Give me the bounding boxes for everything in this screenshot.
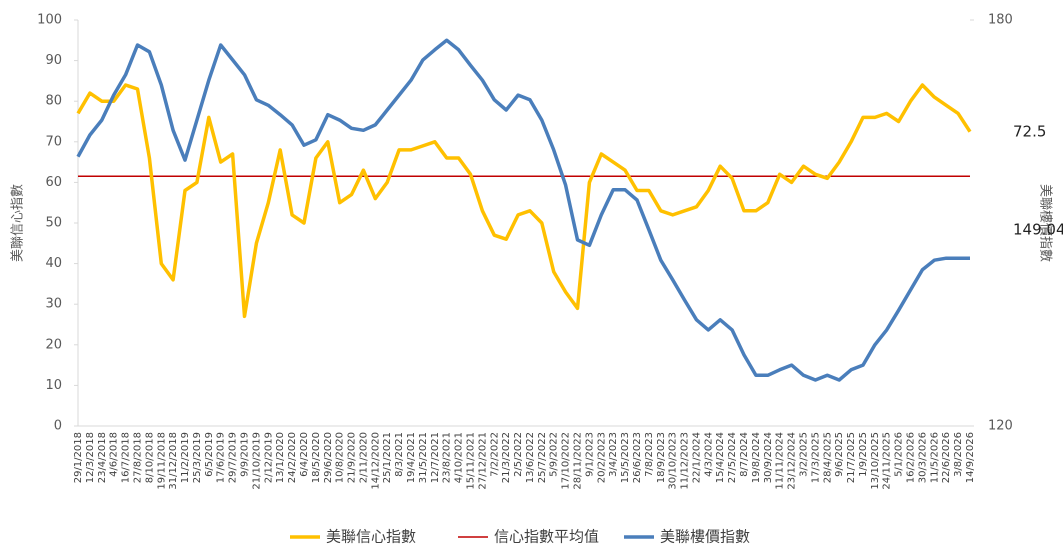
x-tick-label: 21/3/2022 <box>501 432 512 483</box>
x-tick-label: 18/5/2020 <box>311 432 322 483</box>
x-tick-label: 31/12/2018 <box>168 432 179 490</box>
x-tick-label: 11/2/2019 <box>180 432 191 483</box>
x-tick-label: 15/11/2021 <box>465 432 476 490</box>
x-tick-label: 24/2/2020 <box>287 432 298 483</box>
x-tick-label: 26/6/2023 <box>632 432 643 483</box>
x-tick-label: 20/2/2023 <box>596 432 607 483</box>
x-tick-label: 13/6/2022 <box>525 432 536 483</box>
x-tick-label: 23/4/2018 <box>97 432 108 483</box>
x-tick-label: 30/10/2023 <box>668 432 679 490</box>
x-tick-label: 2/12/2019 <box>263 432 274 483</box>
legend-label: 美聯樓價指數 <box>660 528 750 546</box>
y-tick-label: 30 <box>45 297 62 312</box>
x-tick-label: 8/7/2024 <box>739 432 750 477</box>
y-tick-label: 80 <box>45 94 62 109</box>
y-tick-label: 60 <box>45 175 62 190</box>
x-tick-label: 16/7/2018 <box>121 432 132 483</box>
x-tick-label: 4/6/2018 <box>109 432 120 477</box>
x-tick-label: 15/4/2024 <box>715 432 726 483</box>
x-tick-label: 21/7/2025 <box>846 432 857 483</box>
x-tick-label: 29/6/2020 <box>323 432 334 483</box>
x-tick-label: 11/11/2024 <box>775 432 786 490</box>
y-tick-label: 100 <box>37 13 62 28</box>
x-tick-label: 3/4/2023 <box>608 432 619 477</box>
x-tick-label: 14/9/2026 <box>965 432 976 483</box>
x-tick-label: 28/4/2025 <box>822 432 833 483</box>
x-tick-label: 24/11/2025 <box>882 432 893 490</box>
x-tick-label: 15/5/2023 <box>620 432 631 483</box>
x-tick-label: 2/5/2022 <box>513 432 524 477</box>
y2-tick-label: 180 <box>988 13 1013 28</box>
x-tick-label: 17/3/2025 <box>810 432 821 483</box>
x-tick-label: 19/4/2021 <box>406 432 417 483</box>
y-tick-label: 90 <box>45 53 62 68</box>
x-tick-label: 17/6/2019 <box>216 432 227 483</box>
x-tick-label: 29/1/2018 <box>73 432 84 483</box>
x-tick-label: 12/7/2021 <box>430 432 441 483</box>
y-tick-label: 70 <box>45 134 62 149</box>
x-tick-label: 31/5/2021 <box>418 432 429 483</box>
x-tick-label: 25/3/2019 <box>192 432 203 483</box>
x-tick-label: 17/10/2022 <box>561 432 572 490</box>
x-tick-label: 7/2/2022 <box>489 432 500 477</box>
x-tick-label: 14/12/2020 <box>370 432 381 490</box>
x-tick-label: 27/12/2021 <box>477 432 488 490</box>
x-tick-label: 12/3/2018 <box>85 432 96 483</box>
legend-label: 信心指數平均值 <box>494 528 599 546</box>
x-tick-label: 23/12/2024 <box>787 432 798 490</box>
x-tick-label: 13/10/2025 <box>870 432 881 490</box>
x-tick-label: 13/1/2020 <box>275 432 286 483</box>
x-tick-label: 8/3/2021 <box>394 432 405 477</box>
y2-axis-title: 美聯樓價指數 <box>1038 184 1053 262</box>
series-line <box>76 83 972 319</box>
x-tick-label: 1/9/2025 <box>858 432 869 477</box>
annotation: 149.04 <box>1013 221 1063 239</box>
x-tick-label: 9/6/2025 <box>834 432 845 477</box>
x-tick-label: 30/9/2024 <box>763 432 774 483</box>
y-tick-label: 10 <box>45 378 62 393</box>
x-tick-label: 21/10/2019 <box>251 432 262 490</box>
y-axis-title: 美聯信心指數 <box>11 184 26 262</box>
x-tick-label: 2/11/2020 <box>358 432 369 483</box>
annotation: 72.5 <box>1013 123 1046 141</box>
y-tick-label: 50 <box>45 216 62 231</box>
x-tick-label: 22/1/2024 <box>691 432 702 483</box>
y-tick-label: 0 <box>54 419 62 434</box>
x-tick-label: 18/9/2023 <box>656 432 667 483</box>
x-tick-label: 30/3/2026 <box>917 432 928 483</box>
legend-label: 美聯信心指數 <box>326 528 416 546</box>
x-tick-label: 23/8/2021 <box>442 432 453 483</box>
x-tick-label: 3/8/2026 <box>953 432 964 477</box>
series-line <box>76 38 970 382</box>
x-tick-label: 9/9/2019 <box>240 432 251 477</box>
x-tick-label: 7/8/2023 <box>644 432 655 477</box>
x-tick-label: 3/2/2025 <box>798 432 809 477</box>
x-tick-label: 4/10/2021 <box>454 432 465 483</box>
x-tick-label: 25/1/2021 <box>382 432 393 483</box>
x-tick-label: 16/2/2026 <box>906 432 917 483</box>
x-tick-label: 22/6/2026 <box>941 432 952 483</box>
x-tick-label: 19/8/2024 <box>751 432 762 483</box>
x-tick-label: 5/1/2026 <box>894 432 905 477</box>
y2-tick-label: 120 <box>988 419 1013 434</box>
x-tick-label: 4/3/2024 <box>703 432 714 477</box>
x-tick-label: 29/7/2019 <box>228 432 239 483</box>
x-tick-label: 6/4/2020 <box>299 432 310 477</box>
x-tick-label: 8/10/2018 <box>144 432 155 483</box>
x-tick-label: 6/5/2019 <box>204 432 215 477</box>
x-tick-label: 11/12/2023 <box>680 432 691 490</box>
x-tick-label: 27/8/2018 <box>132 432 143 483</box>
y-tick-label: 40 <box>45 256 62 271</box>
x-tick-label: 10/8/2020 <box>335 432 346 483</box>
x-tick-label: 5/9/2022 <box>549 432 560 477</box>
x-tick-label: 11/5/2026 <box>929 432 940 483</box>
x-tick-label: 19/11/2018 <box>156 432 167 490</box>
x-tick-label: 28/11/2022 <box>573 432 584 490</box>
x-tick-label: 27/5/2024 <box>727 432 738 483</box>
x-tick-label: 9/1/2023 <box>584 432 595 477</box>
y-tick-label: 20 <box>45 337 62 352</box>
x-tick-label: 25/7/2022 <box>537 432 548 483</box>
x-tick-label: 21/9/2020 <box>347 432 358 483</box>
